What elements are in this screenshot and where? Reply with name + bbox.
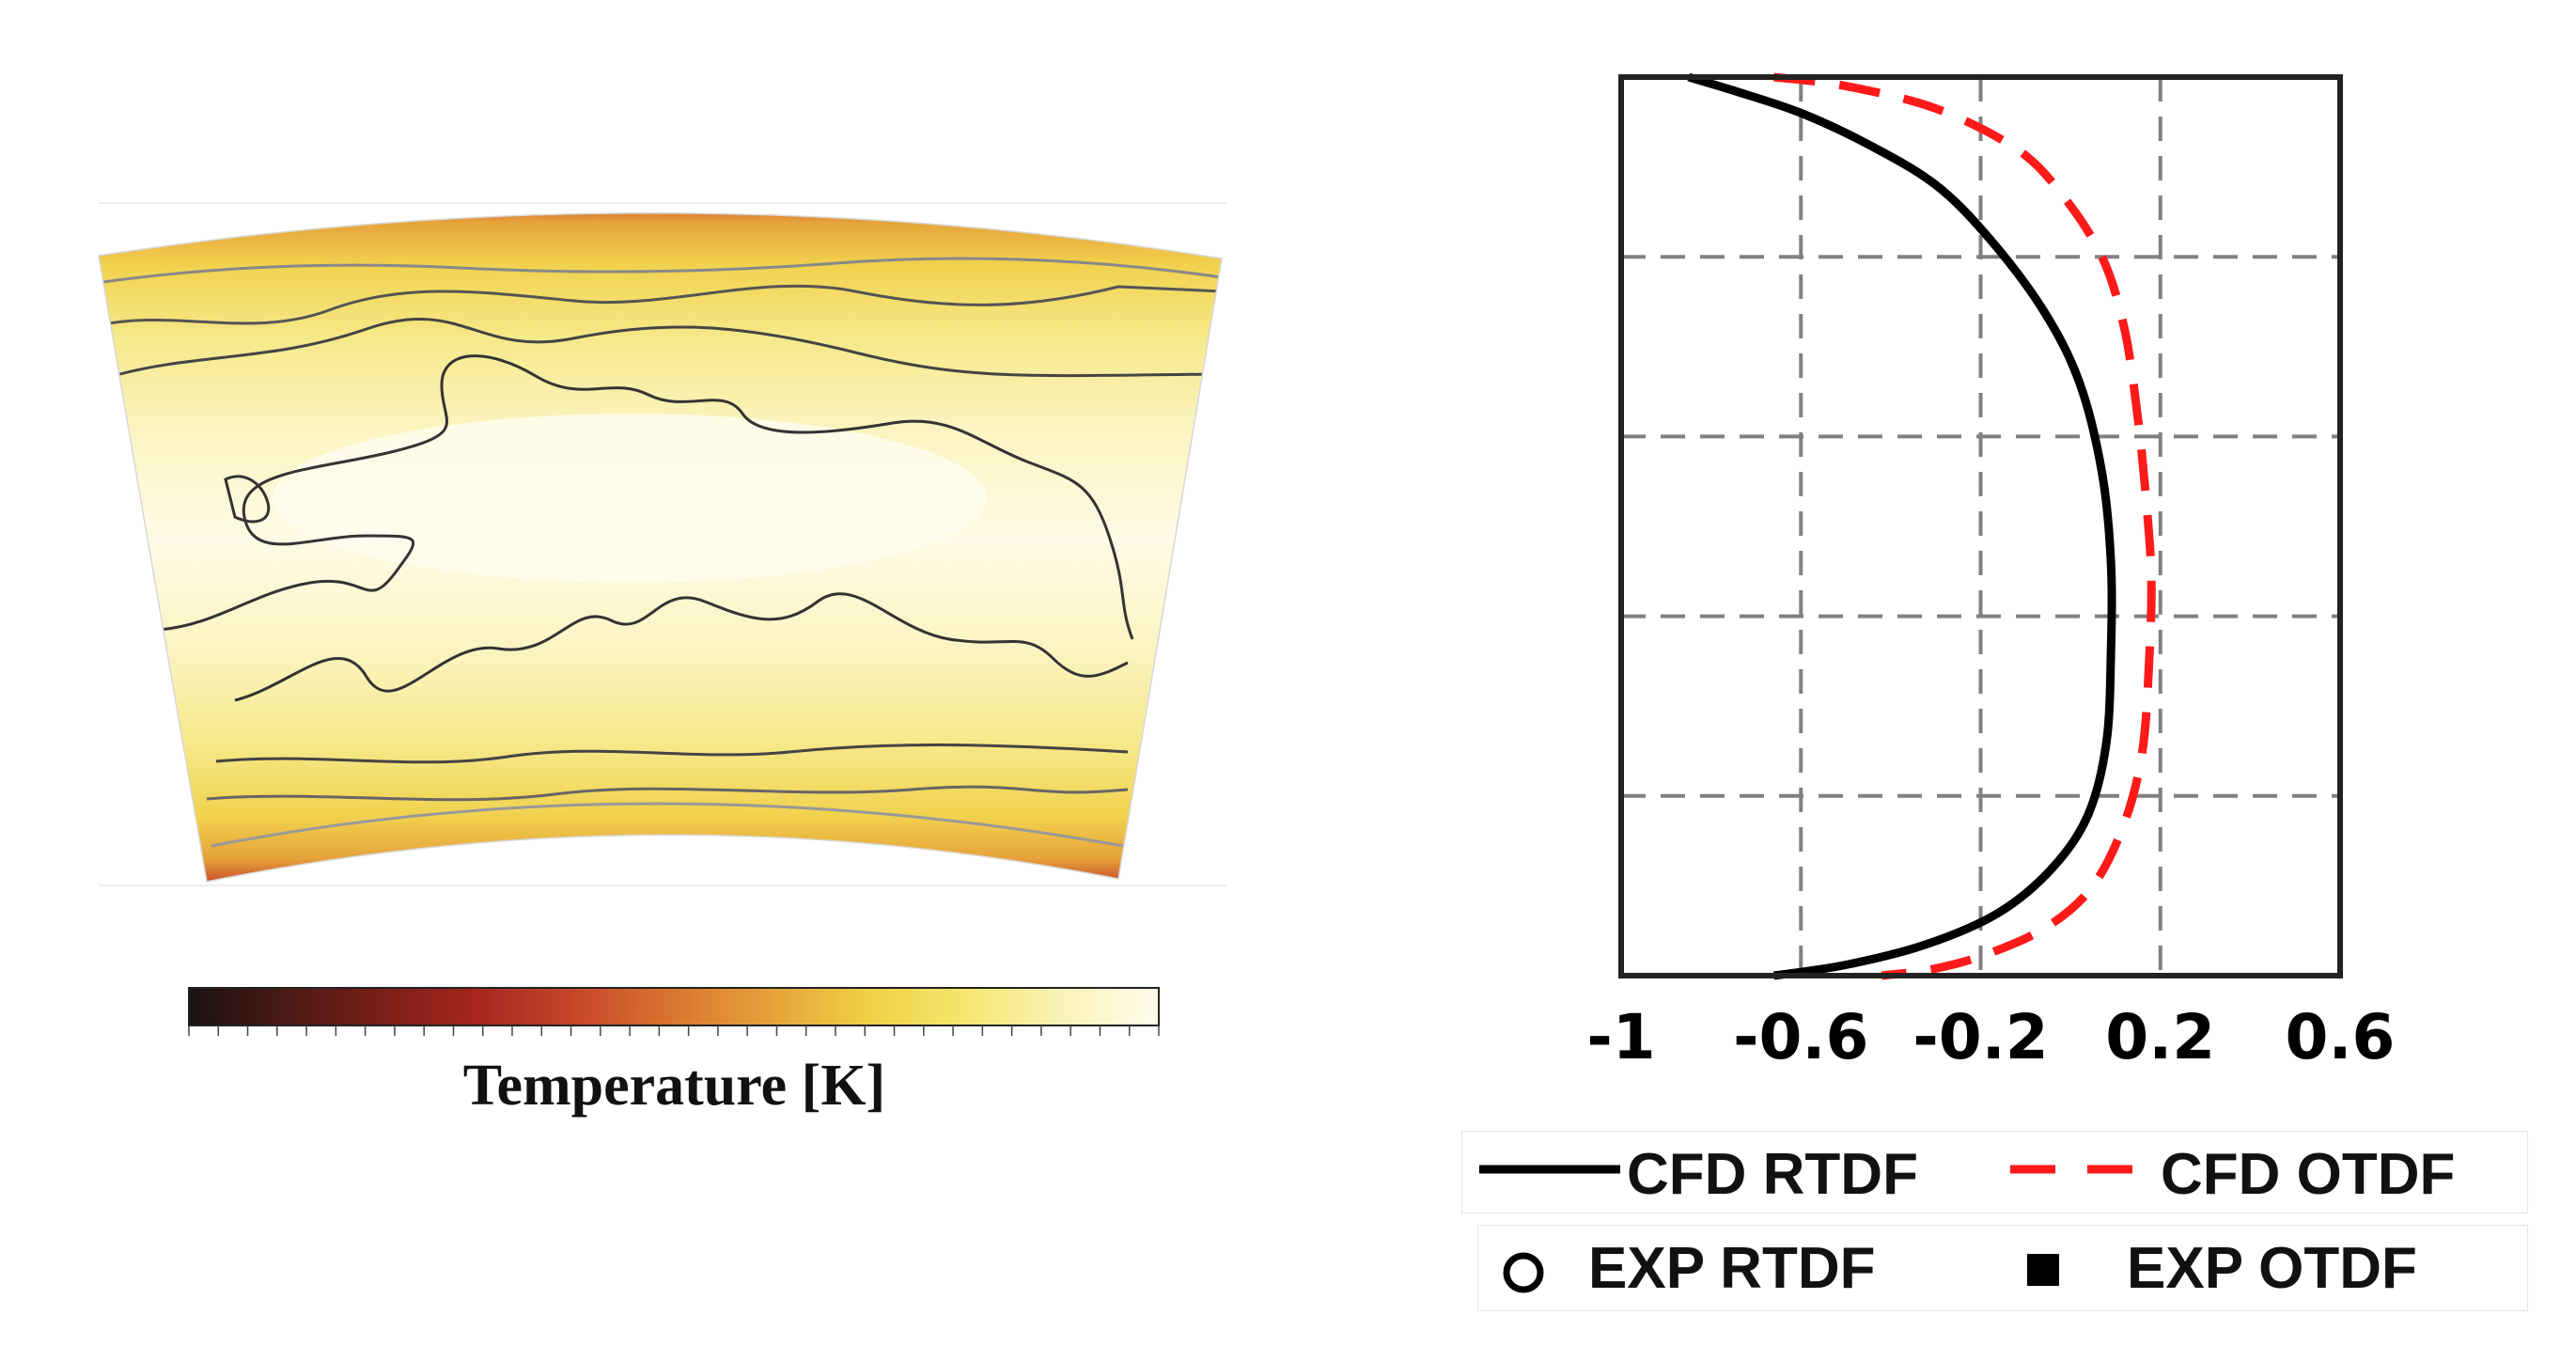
x-tick-label: -0.2	[1912, 1001, 2048, 1073]
legend-label-cfd-rtdf: CFD RTDF	[1627, 1142, 1918, 1207]
temperature-colorbar	[188, 987, 1160, 1036]
legend-label-exp-otdf: EXP OTDF	[2127, 1236, 2417, 1301]
legend-cfd: CFD RTDF CFD OTDF	[1461, 1131, 2528, 1213]
x-tick-label: 0.6	[2286, 1001, 2396, 1073]
legend-marker-exp-otdf-icon	[2027, 1254, 2059, 1286]
temperature-contour-plot	[98, 202, 1226, 886]
legend-exp: EXP RTDF EXP OTDF	[1477, 1225, 2528, 1311]
x-tick-label: -0.6	[1733, 1001, 1868, 1073]
x-tick-label: 0.2	[2105, 1001, 2215, 1073]
legend-line-cfd-rtdf	[1479, 1165, 1620, 1174]
plot-frame	[1618, 74, 2343, 978]
legend-label-cfd-otdf: CFD OTDF	[2161, 1142, 2456, 1207]
legend-label-exp-rtdf: EXP RTDF	[1588, 1236, 1876, 1301]
series-line-cfd-rtdf	[1687, 72, 2116, 980]
legend-marker-exp-rtdf-icon	[1503, 1252, 1544, 1293]
x-tick-label: -1	[1586, 1001, 1655, 1073]
colorbar-gradient	[188, 987, 1160, 1026]
tdf-line-chart: -1 -0.6 -0.2 0.2 0.6	[1586, 72, 2396, 1073]
series-line-cfd-otdf	[1773, 72, 2156, 980]
colorbar-label: Temperature [K]	[462, 1054, 886, 1118]
legend-line-cfd-otdf	[2010, 1165, 2151, 1174]
